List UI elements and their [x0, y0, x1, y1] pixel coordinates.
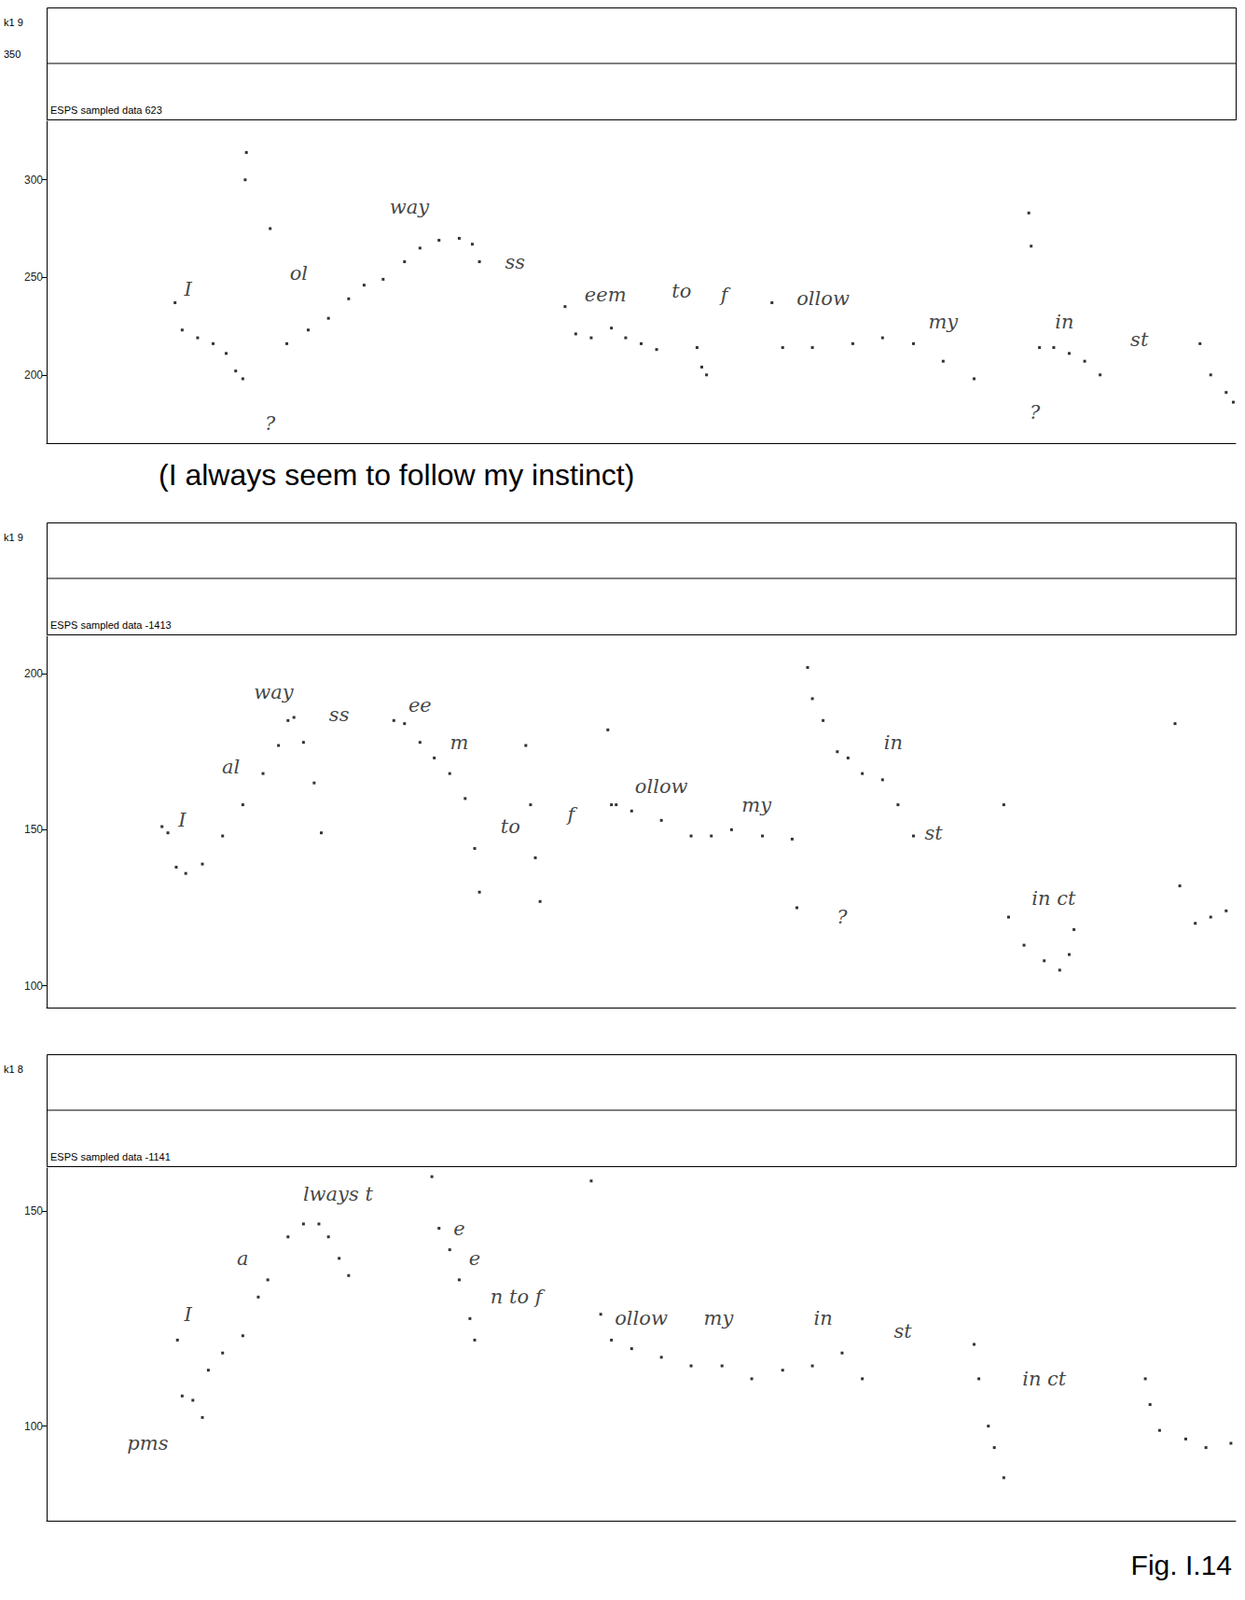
svg-text:ollow: ollow [614, 1306, 668, 1329]
svg-text:my: my [703, 1306, 734, 1329]
svg-text:lways t: lways t [303, 1182, 374, 1205]
svg-text:ESPS sampled data -1141: ESPS sampled data -1141 [50, 1150, 171, 1162]
svg-text:e: e [469, 1246, 481, 1270]
svg-text:st: st [925, 821, 944, 844]
svg-text:in: in [813, 1306, 832, 1329]
svg-text:in ct: in ct [1022, 1367, 1067, 1390]
svg-text:to: to [500, 815, 521, 838]
svg-text:I: I [183, 277, 194, 301]
svg-text:200: 200 [24, 368, 43, 382]
svg-text:eem: eem [584, 283, 627, 306]
svg-text:pms: pms [126, 1431, 168, 1454]
svg-text:?: ? [836, 905, 848, 928]
svg-text:ESPS sampled data -1413: ESPS sampled data -1413 [50, 619, 172, 631]
svg-text:m: m [449, 731, 469, 754]
svg-text:my: my [741, 793, 773, 817]
svg-text:a: a [236, 1246, 249, 1270]
svg-text:ol: ol [290, 262, 308, 285]
svg-text:ollow: ollow [635, 774, 689, 798]
svg-text:I: I [183, 1302, 194, 1326]
svg-text:way: way [253, 680, 294, 704]
svg-text:200: 200 [24, 666, 43, 680]
svg-text:(I always seem to follow my in: (I always seem to follow my instinct) [158, 457, 635, 492]
svg-text:k1 9: k1 9 [3, 531, 24, 543]
svg-text:ss: ss [505, 250, 526, 274]
svg-text:300: 300 [24, 173, 43, 187]
svg-text:in ct: in ct [1031, 886, 1077, 910]
svg-text:to: to [671, 279, 692, 303]
svg-text:ee: ee [408, 693, 432, 717]
svg-text:I: I [177, 808, 187, 831]
svg-text:k1 9: k1 9 [3, 16, 24, 28]
svg-text:250: 250 [24, 270, 43, 284]
svg-text:ESPS sampled data 623: ESPS sampled data 623 [50, 104, 163, 116]
svg-text:150: 150 [24, 822, 43, 836]
svg-text:st: st [893, 1319, 913, 1342]
svg-text:f: f [719, 283, 732, 306]
svg-text:?: ? [264, 412, 277, 435]
svg-text:st: st [1130, 328, 1149, 351]
svg-text:150: 150 [24, 1203, 43, 1218]
svg-text:e: e [453, 1217, 465, 1240]
svg-text:my: my [927, 310, 959, 333]
svg-text:100: 100 [24, 1419, 43, 1433]
svg-text:n to f: n to f [490, 1285, 546, 1308]
svg-text:100: 100 [24, 979, 43, 993]
svg-text:ollow: ollow [796, 287, 850, 310]
svg-text:f: f [565, 802, 578, 826]
svg-text:k1 8: k1 8 [3, 1063, 24, 1075]
svg-text:way: way [389, 195, 430, 219]
svg-text:al: al [221, 755, 240, 778]
svg-text:in: in [884, 731, 903, 754]
svg-text:ss: ss [329, 703, 350, 726]
svg-text:Fig. I.14: Fig. I.14 [1131, 1549, 1232, 1580]
svg-text:?: ? [1029, 401, 1041, 424]
svg-text:in: in [1054, 310, 1074, 333]
svg-text:350: 350 [3, 48, 21, 60]
